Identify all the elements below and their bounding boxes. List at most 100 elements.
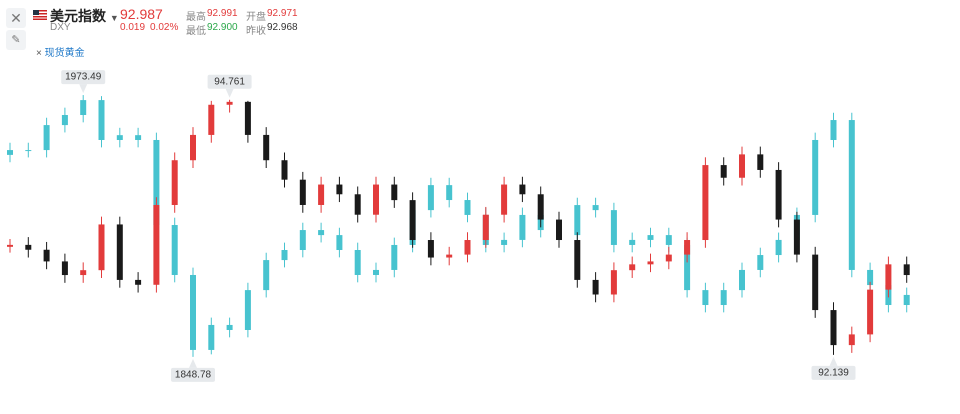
candle-body [903, 264, 910, 276]
candle-body [427, 240, 434, 258]
candle-body [665, 235, 672, 245]
candle-body [43, 249, 50, 262]
candle-body [867, 289, 874, 335]
candle-body [409, 200, 416, 241]
label-pointer [189, 358, 197, 368]
stat-value: 92.971 [267, 8, 298, 19]
candle-body [318, 230, 325, 236]
candle-body [684, 240, 691, 255]
candle-body [153, 139, 160, 226]
candle-body [501, 239, 508, 245]
candle-body [25, 244, 32, 250]
candle-body [281, 160, 288, 180]
candle-body [135, 135, 142, 140]
candle-body [629, 264, 636, 271]
flag-icon [33, 10, 47, 20]
candle-body [80, 100, 87, 116]
label-pointer [79, 84, 88, 94]
stat-value: 92.968 [267, 22, 298, 33]
close-button[interactable]: ✕ [6, 8, 26, 28]
candle-body [171, 225, 178, 275]
dropdown-arrow: ▼ [109, 13, 119, 23]
candle-body [336, 184, 343, 195]
stat-value: 92.900 [207, 22, 238, 33]
candle-body [812, 139, 819, 215]
overlay-item[interactable]: × 现货黄金 [36, 44, 85, 59]
candle-body [610, 270, 617, 295]
stat-label: 最高 [186, 12, 206, 23]
label-box [61, 70, 106, 85]
draw-tool-button[interactable]: ✎ [6, 30, 26, 50]
stat-label: 开盘 [246, 12, 266, 23]
candle-body [61, 115, 68, 126]
candle-body [867, 269, 874, 286]
symbol-name[interactable]: 美元指数 ▼ [50, 6, 119, 26]
candle-body [574, 240, 581, 280]
stat-label: 最低 [186, 26, 206, 37]
candle-body [244, 290, 251, 330]
candle-body [556, 219, 562, 241]
label-pointer [225, 88, 234, 98]
candle-body [830, 120, 837, 140]
extreme-label: 1973.49 [65, 72, 102, 83]
candle-body [464, 240, 471, 255]
extreme-label: 1848.78 [175, 370, 212, 381]
candle-body [354, 194, 361, 215]
label-box [207, 74, 252, 89]
candle-body [739, 154, 745, 178]
candle-body [647, 261, 654, 265]
candle-body [592, 205, 599, 211]
candle-body [793, 219, 800, 255]
stat-label: 昨收 [246, 26, 266, 37]
overlay-remove[interactable]: × [36, 48, 42, 59]
candle-body [7, 244, 13, 247]
price: 92.987 [120, 6, 163, 22]
candle-body [427, 185, 434, 211]
candle-body [702, 165, 709, 241]
candle-body [812, 254, 819, 311]
candle-body [848, 334, 855, 346]
candle-body [299, 230, 306, 251]
candle-body [629, 239, 636, 245]
candle-body [720, 290, 727, 306]
candle-body [665, 254, 672, 262]
symbol-name-text: 美元指数 [50, 8, 106, 24]
candle-body [299, 179, 306, 205]
candle-body [208, 104, 215, 135]
candle-body [226, 324, 233, 330]
candle-body [98, 224, 105, 271]
candle-body [263, 134, 270, 161]
candle-body [720, 165, 727, 178]
candle-body [336, 235, 343, 251]
candle-body [519, 184, 526, 195]
candle-body [519, 214, 526, 240]
candle-body [190, 274, 196, 350]
candle-body [446, 254, 453, 258]
candle-body [244, 101, 251, 135]
candle-body [592, 279, 599, 295]
candle-body [263, 260, 270, 291]
candle-body [80, 270, 87, 276]
candle-body [153, 204, 160, 285]
candle-body [171, 160, 178, 205]
candle-body [903, 294, 910, 306]
symbol-code: DXY [50, 22, 71, 33]
candle-body [848, 120, 855, 270]
overlay-name: 现货黄金 [44, 48, 85, 59]
candle-body [501, 184, 508, 215]
candle-body [446, 185, 453, 201]
candle-body [226, 101, 233, 105]
candle-body [757, 154, 764, 170]
label-pointer [829, 356, 838, 366]
extreme-label: 92.139 [818, 368, 849, 379]
candle-body [537, 194, 544, 220]
candle-body [885, 264, 892, 290]
candle-body [610, 210, 617, 245]
candle-body [464, 200, 471, 215]
candle-body [739, 269, 745, 291]
candle-body [830, 310, 837, 346]
candle-body [7, 150, 13, 155]
candle-body [135, 279, 142, 285]
